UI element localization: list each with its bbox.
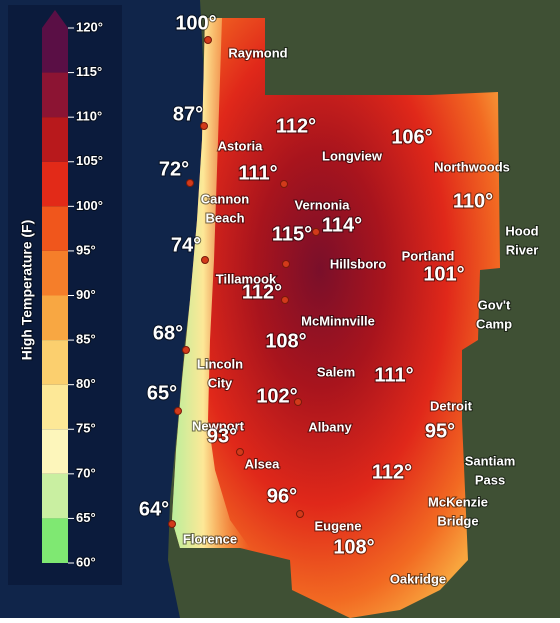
temp-label: 114° — [322, 214, 362, 236]
legend-tick-label: 105° — [76, 153, 103, 168]
place-label: Lincoln — [197, 356, 243, 371]
legend-band — [42, 161, 68, 207]
place-label: Salem — [317, 364, 355, 379]
city-dot — [186, 179, 194, 187]
legend-tick-label: 100° — [76, 198, 103, 213]
temp-label: 112° — [372, 461, 412, 483]
legend-tick-label: 75° — [76, 421, 96, 436]
temp-label: 111° — [374, 364, 413, 386]
temp-label: 110° — [453, 190, 493, 212]
legend-band — [42, 518, 68, 563]
legend-tick-label: 90° — [76, 287, 96, 302]
dots — [168, 36, 320, 528]
temp-label: 112° — [242, 281, 282, 303]
temp-label: 93° — [207, 425, 237, 447]
city-dot — [168, 520, 176, 528]
legend-tick-label: 70° — [76, 465, 96, 480]
legend-band — [42, 340, 68, 385]
temp-label: 68° — [153, 322, 183, 344]
city-dot — [282, 260, 290, 268]
temp-label: 111° — [238, 162, 277, 184]
place-label: Longview — [322, 148, 383, 163]
temp-label: 74° — [171, 234, 201, 256]
legend-tick-label: 120° — [76, 19, 103, 34]
legend-band — [42, 206, 68, 251]
legend-band — [42, 250, 68, 296]
place-label: Hillsboro — [330, 256, 386, 271]
city-dot — [174, 407, 182, 415]
place-label: Beach — [205, 210, 244, 225]
city-dot — [182, 346, 190, 354]
legend-arrow — [42, 10, 68, 28]
temp-label: 106° — [391, 126, 432, 148]
city-dot — [294, 398, 302, 406]
temp-label: 108° — [265, 330, 306, 352]
place-label: Oakridge — [390, 571, 446, 586]
place-label: McMinnville — [301, 313, 375, 328]
place-label: Pass — [475, 472, 505, 487]
temp-label: 112° — [276, 115, 316, 137]
city-dot — [201, 256, 209, 264]
place-label: Raymond — [228, 45, 287, 60]
temp-label: 102° — [256, 385, 297, 407]
legend-band — [42, 295, 68, 341]
coast-heat — [172, 18, 250, 548]
city-dot — [312, 228, 320, 236]
city-dot — [281, 296, 289, 304]
temp-label: 64° — [139, 498, 169, 520]
legend-band — [42, 473, 68, 519]
heat-area — [172, 18, 500, 618]
legend-band — [42, 117, 68, 162]
legend-tick-label: 115° — [76, 64, 102, 79]
legend-tick-label: 80° — [76, 376, 96, 391]
labels: Raymond Astoria Longview Northwoods Cannon Be… — [138, 11, 540, 587]
legend-title: High Temperature (F) — [19, 220, 35, 361]
place-label: Gov't — [478, 297, 511, 312]
place-label: Cannon — [201, 191, 249, 206]
place-label: City — [208, 375, 233, 390]
temp-label: 95° — [425, 420, 455, 442]
temp-label: 65° — [147, 382, 177, 404]
legend-tick-label: 60° — [76, 554, 96, 569]
temp-label: 87° — [173, 103, 203, 125]
temp-label: 108° — [333, 536, 374, 558]
temp-label: 115° — [272, 223, 312, 245]
temp-label: 101° — [423, 263, 464, 285]
legend-band — [42, 72, 68, 118]
place-label: Vernonia — [295, 197, 351, 212]
city-dot — [236, 448, 244, 456]
legend-band — [42, 28, 68, 73]
temp-label: 72° — [159, 158, 189, 180]
place-label: Alsea — [245, 456, 280, 471]
temp-label: 96° — [267, 485, 297, 507]
place-label: Hood — [505, 223, 538, 238]
place-label: Astoria — [218, 138, 264, 153]
legend-band — [42, 429, 68, 474]
place-label: Bridge — [437, 513, 478, 528]
place-label: Northwoods — [434, 159, 510, 174]
place-label: McKenzie — [428, 494, 488, 509]
place-label: Florence — [183, 531, 237, 546]
city-dot — [200, 122, 208, 130]
place-label: Eugene — [315, 518, 362, 533]
place-label: Albany — [308, 419, 352, 434]
legend-tick-label: 95° — [76, 242, 96, 257]
legend-tick-label: 110° — [76, 109, 102, 124]
legend-tick-label: 65° — [76, 510, 96, 525]
place-label: Detroit — [430, 398, 473, 413]
place-label: Camp — [476, 316, 512, 331]
city-dot — [280, 180, 288, 188]
temp-label: 100° — [175, 12, 216, 34]
legend: 120° 115° 110° 105° 100° 95° 90° 85° 80° 75° 70° 65… — [42, 10, 104, 570]
place-label: Tillamook — [216, 271, 277, 286]
place-label: Portland — [402, 248, 455, 263]
city-dot — [204, 36, 212, 44]
legend-band — [42, 384, 68, 430]
legend-tick-label: 85° — [76, 332, 96, 347]
place-label: Santiam — [465, 453, 516, 468]
city-dot — [296, 510, 304, 518]
place-label: River — [506, 242, 539, 257]
place-label: Newport — [192, 418, 245, 433]
